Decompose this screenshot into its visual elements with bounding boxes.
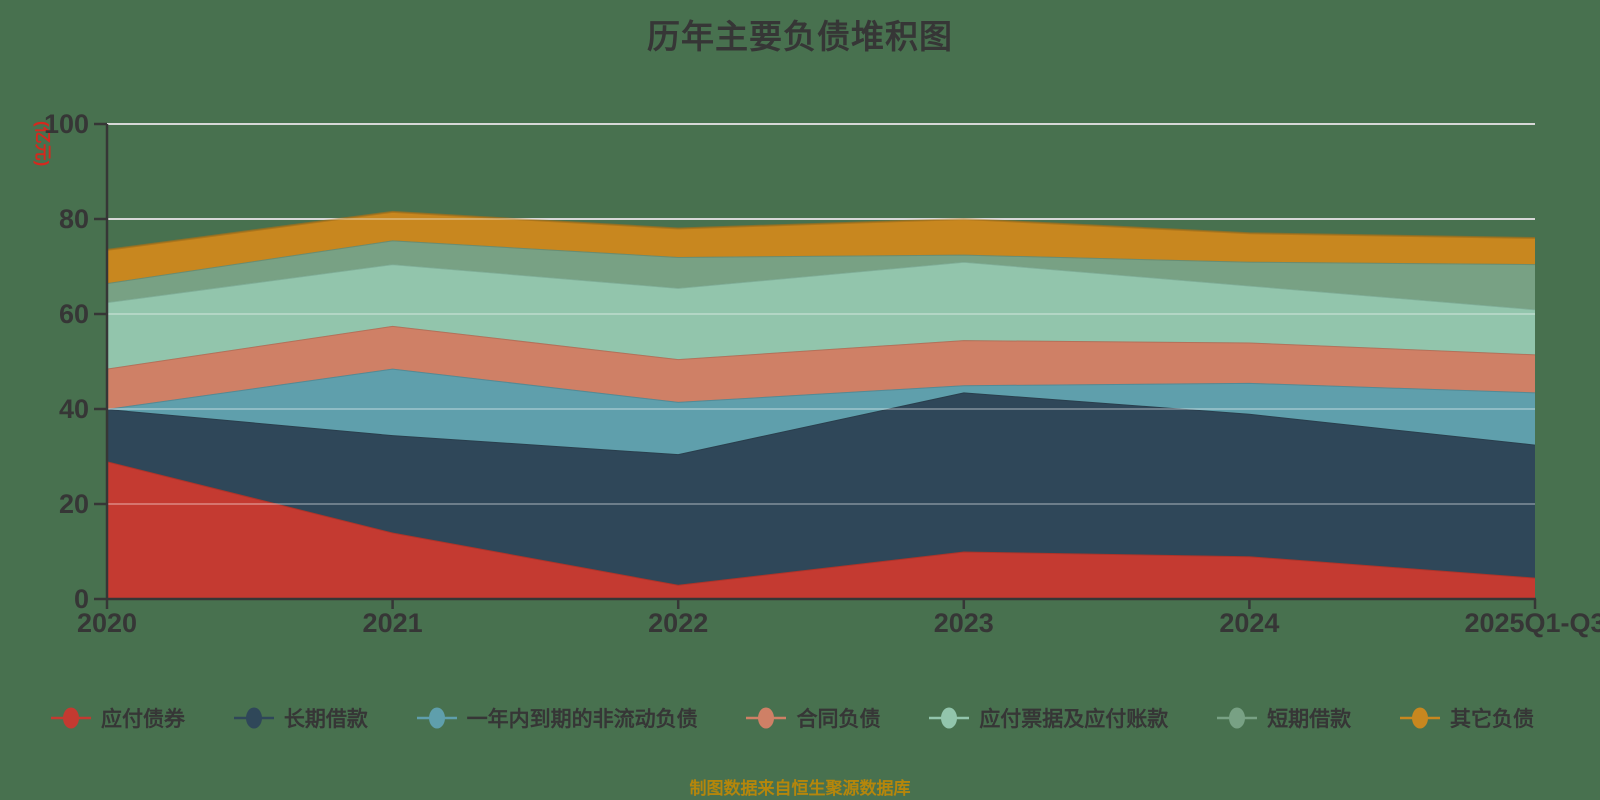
y-axis-label: 80 — [59, 204, 89, 234]
legend-line-marker-icon — [1217, 707, 1258, 729]
legend-item-0[interactable]: 应付债券 — [50, 703, 185, 733]
area-series-2[interactable] — [107, 368, 1535, 455]
area-series-4[interactable] — [107, 261, 1535, 369]
legend-item-label: 其它负债 — [1449, 708, 1534, 731]
legend-item-3[interactable]: 合同负债 — [745, 703, 880, 733]
legend-item-label: 合同负债 — [796, 708, 881, 731]
area-series-3[interactable] — [107, 325, 1535, 409]
legend-item-2[interactable]: 一年内到期的非流动负债 — [416, 703, 698, 733]
legend-item-5[interactable]: 短期借款 — [1216, 703, 1351, 733]
legend-item-label: 长期借款 — [283, 708, 368, 731]
y-axis-label: 20 — [59, 489, 89, 519]
x-axis-label: 2022 — [648, 608, 708, 638]
y-axis-label: 0 — [74, 584, 89, 614]
legend-line-marker-icon — [51, 707, 91, 729]
legend-item-label: 一年内到期的非流动负债 — [466, 708, 698, 731]
x-axis-label: 2024 — [1219, 608, 1279, 638]
area-series-0[interactable] — [107, 461, 1535, 599]
legend-line-marker-icon — [929, 707, 970, 729]
legend-item-4[interactable]: 应付票据及应付账款 — [928, 703, 1168, 733]
y-axis-label: 100 — [44, 109, 89, 139]
legend: 应付债券 长期借款 一年内到期的非流动负债 合同负债 应付票据及应付账款 短期借款 其它负债 — [50, 698, 1534, 738]
footer-note: 制图数据来自恒生聚源数据库 — [689, 779, 911, 798]
series-line-6 — [106, 210, 1536, 251]
x-axis-label: 2023 — [934, 608, 994, 638]
legend-item-label: 应付债券 — [101, 708, 185, 731]
legend-item-label: 短期借款 — [1267, 708, 1352, 731]
legend-line-marker-icon — [1399, 707, 1440, 729]
legend-line-marker-icon — [416, 707, 457, 729]
x-axis-label: 2020 — [77, 608, 137, 638]
legend-item-label: 应付票据及应付账款 — [979, 708, 1169, 731]
chart-title: 历年主要负债堆积图 — [647, 18, 953, 55]
legend-line-marker-icon — [746, 707, 787, 729]
legend-line-marker-icon — [233, 707, 274, 729]
legend-item-1[interactable]: 长期借款 — [233, 703, 368, 733]
y-axis-label: 60 — [59, 299, 89, 329]
area-series-5[interactable] — [107, 240, 1535, 310]
legend-item-6[interactable]: 其它负债 — [1399, 703, 1534, 733]
x-axis-label: 2021 — [363, 608, 423, 638]
y-axis-label: 40 — [59, 394, 89, 424]
x-axis-label: 2025Q1-Q3 — [1464, 608, 1600, 638]
